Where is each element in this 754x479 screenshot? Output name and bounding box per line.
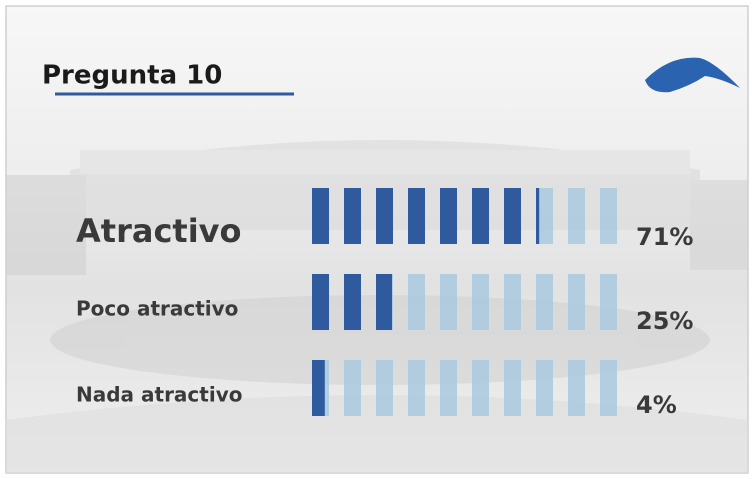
value-label: 71% [636, 223, 693, 251]
value-label: 4% [636, 391, 677, 419]
segment-background [504, 274, 521, 330]
segment-background [376, 360, 393, 416]
segment-background [600, 360, 617, 416]
slide: Pregunta 10 Atractivo 71% Poco atractivo 25… [0, 0, 754, 479]
segment-background [472, 274, 489, 330]
segment-background [408, 274, 425, 330]
segment-background [408, 360, 425, 416]
pictogram-fill [312, 360, 325, 416]
segment-background [600, 274, 617, 330]
category-label: Nada atractivo [76, 383, 242, 407]
category-label: Atractivo [76, 212, 242, 250]
segment-background [504, 360, 521, 416]
segment-background [536, 360, 553, 416]
segment-background [568, 188, 585, 244]
segment-background [472, 360, 489, 416]
segment-background [344, 360, 361, 416]
category-label: Poco atractivo [76, 297, 238, 321]
segment-background [536, 274, 553, 330]
segment-background [568, 274, 585, 330]
segment-background [600, 188, 617, 244]
segment-background [568, 360, 585, 416]
title: Pregunta 10 [42, 61, 222, 91]
pictogram-fill [312, 274, 392, 330]
segment-background [440, 274, 457, 330]
value-label: 25% [636, 307, 693, 335]
segment-background [440, 360, 457, 416]
